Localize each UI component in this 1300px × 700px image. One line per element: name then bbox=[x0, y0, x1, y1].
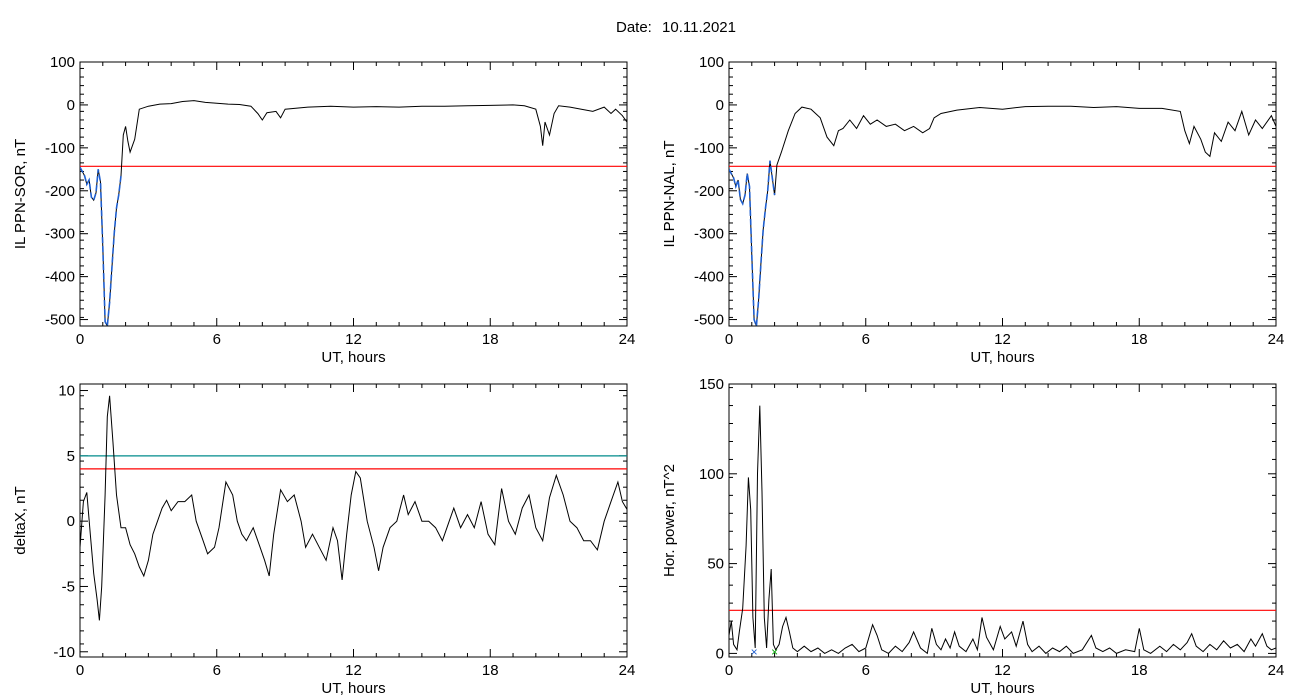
event-marker-green: × bbox=[771, 645, 778, 659]
x-tick-label: 24 bbox=[619, 331, 636, 348]
x-tick-label: 12 bbox=[345, 331, 362, 348]
x-tick-label: 18 bbox=[482, 662, 499, 679]
x-tick-label: 0 bbox=[76, 331, 84, 348]
y-axis-label: deltaX, nT bbox=[12, 486, 29, 554]
date-header: Date: 10.11.2021 bbox=[0, 19, 1300, 36]
x-tick-label: 18 bbox=[1131, 662, 1148, 679]
x-tick-label: 6 bbox=[213, 662, 221, 679]
x-tick-label: 18 bbox=[482, 331, 499, 348]
y-axis-label: Hor. power, nT^2 bbox=[661, 464, 678, 577]
plot-frame bbox=[79, 61, 628, 327]
x-tick-label: 24 bbox=[1268, 662, 1285, 679]
x-tick-label: 24 bbox=[1268, 331, 1285, 348]
x-axis-label: UT, hours bbox=[321, 349, 385, 366]
y-tick-label: -400 bbox=[694, 269, 724, 286]
x-tick-label: 12 bbox=[994, 662, 1011, 679]
x-tick-label: 18 bbox=[1131, 331, 1148, 348]
y-tick-label: 0 bbox=[67, 513, 75, 530]
plot-frame bbox=[728, 383, 1277, 658]
y-axis-label: IL PPN-NAL, nT bbox=[661, 141, 678, 248]
x-tick-label: 6 bbox=[213, 331, 221, 348]
y-tick-label: 100 bbox=[699, 466, 724, 483]
y-tick-label: -5 bbox=[62, 578, 75, 595]
plot-frame bbox=[728, 61, 1277, 327]
chart-panel-power: 150 100 50 00 6 12 18 24 UT, hours Hor. power, nT… bbox=[661, 376, 1284, 697]
x-axis-label: UT, hours bbox=[970, 680, 1034, 697]
y-tick-label: -300 bbox=[45, 226, 75, 243]
series-line bbox=[729, 405, 1276, 655]
highlight-series-line bbox=[80, 166, 122, 326]
y-tick-label: 5 bbox=[67, 448, 75, 465]
y-tick-label: 50 bbox=[707, 556, 724, 573]
x-tick-label: 0 bbox=[76, 662, 84, 679]
y-tick-label: -200 bbox=[45, 183, 75, 200]
x-tick-label: 0 bbox=[725, 331, 733, 348]
plot-frame bbox=[79, 383, 628, 658]
y-tick-label: 150 bbox=[699, 376, 724, 393]
y-tick-label: -100 bbox=[45, 140, 75, 157]
date-value: 10.11.2021 bbox=[662, 19, 736, 36]
y-tick-label: -300 bbox=[694, 226, 724, 243]
x-tick-label: 6 bbox=[862, 662, 870, 679]
y-tick-label: -500 bbox=[45, 312, 75, 329]
y-tick-label: 100 bbox=[699, 54, 724, 71]
x-tick-label: 12 bbox=[345, 662, 362, 679]
y-tick-label: -200 bbox=[694, 183, 724, 200]
y-axis-label: IL PPN-SOR, nT bbox=[12, 139, 29, 249]
x-axis-label: UT, hours bbox=[970, 349, 1034, 366]
y-tick-label: -400 bbox=[45, 269, 75, 286]
y-tick-label: 10 bbox=[58, 383, 75, 400]
event-marker-blue: × bbox=[751, 645, 758, 659]
series-line bbox=[80, 100, 627, 326]
y-tick-label: 0 bbox=[716, 645, 724, 662]
x-tick-label: 24 bbox=[619, 662, 636, 679]
y-tick-label: 0 bbox=[67, 97, 75, 114]
x-tick-label: 6 bbox=[862, 331, 870, 348]
date-label: Date: bbox=[616, 19, 652, 36]
x-tick-label: 0 bbox=[725, 662, 733, 679]
y-tick-label: -10 bbox=[53, 644, 75, 661]
series-line bbox=[80, 395, 627, 621]
series-line bbox=[729, 105, 1276, 326]
highlight-series-line bbox=[729, 160, 776, 326]
x-tick-label: 12 bbox=[994, 331, 1011, 348]
y-tick-label: 100 bbox=[50, 54, 75, 71]
y-tick-label: -500 bbox=[694, 312, 724, 329]
y-tick-label: 0 bbox=[716, 97, 724, 114]
y-tick-label: -100 bbox=[694, 140, 724, 157]
x-axis-label: UT, hours bbox=[321, 680, 385, 697]
